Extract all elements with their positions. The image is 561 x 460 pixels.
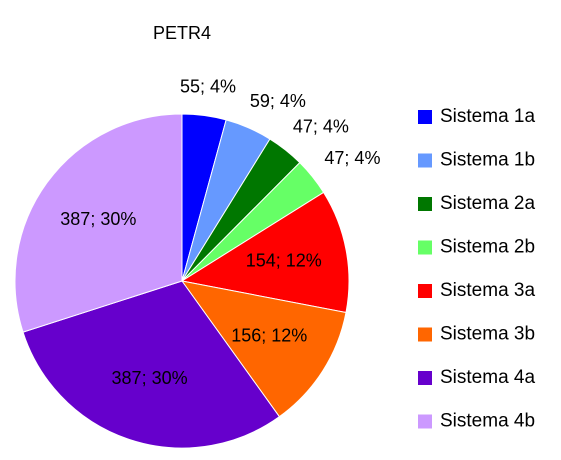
legend-label: Sistema 1a [440, 106, 535, 127]
legend-label: Sistema 4b [440, 411, 535, 432]
data-label: 55; 4% [180, 76, 236, 96]
legend-swatch [418, 240, 432, 255]
data-label: 156; 12% [231, 326, 307, 346]
pie-slice [180, 280, 347, 418]
legend-label: Sistema 2a [440, 193, 535, 214]
chart-title: PETR4 [153, 23, 211, 43]
data-label: 154; 12% [246, 251, 322, 271]
pie-slice [14, 113, 183, 333]
legend-label: Sistema 4a [440, 367, 535, 388]
data-label: 47; 4% [324, 148, 380, 168]
legend-swatch [418, 371, 432, 385]
legend-swatch [418, 414, 432, 429]
legend-swatch [418, 110, 432, 124]
legend-swatch [418, 284, 432, 298]
legend-label: Sistema 1b [440, 150, 535, 171]
legend-label: Sistema 3b [440, 324, 535, 345]
pie-slice [22, 280, 281, 449]
legend-swatch [418, 327, 432, 342]
legend-swatch [418, 197, 432, 211]
data-label: 59; 4% [250, 91, 306, 111]
legend-label: Sistema 2b [440, 237, 535, 258]
data-label: 387; 30% [60, 209, 136, 229]
pie-slice [180, 191, 350, 314]
legend-label: Sistema 3a [440, 280, 535, 301]
data-label: 47; 4% [293, 117, 349, 137]
data-label: 387; 30% [112, 368, 188, 388]
legend-swatch [418, 153, 432, 168]
